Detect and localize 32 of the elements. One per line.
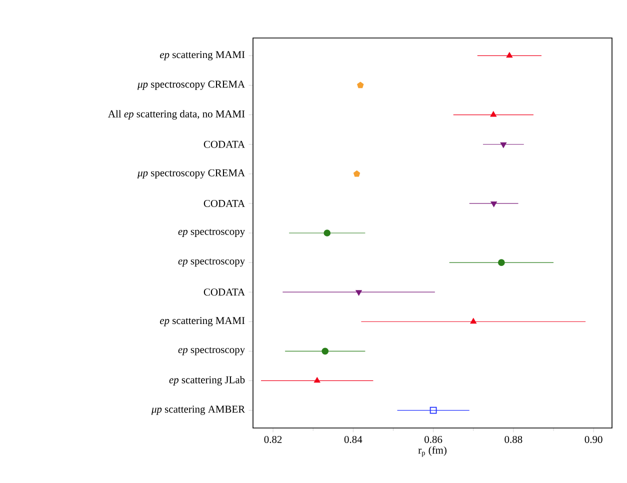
point [430, 406, 437, 414]
y-tick-label: μp spectroscopy CREMA [138, 80, 245, 90]
y-tick-label: ep spectroscopy [178, 347, 246, 356]
point [324, 230, 331, 236]
x-tick-label: 0.86 [424, 436, 442, 444]
x-tick-label: 0.88 [504, 436, 522, 444]
y-tick-label: ep spectroscopy [178, 258, 246, 267]
x-tick-label: 0.90 [584, 436, 602, 444]
point [470, 318, 476, 324]
point [356, 290, 362, 296]
x-tick-label: 0.82 [264, 436, 282, 444]
x-axis-title: r$_{p}$ (fm) [418, 446, 446, 457]
point [506, 52, 512, 58]
point [353, 170, 360, 177]
point [490, 202, 497, 207]
point [490, 111, 496, 117]
point [500, 142, 506, 148]
point [314, 377, 320, 383]
y-tick-label: CODATA [204, 288, 245, 296]
y-tick-label: CODATA [204, 140, 245, 148]
y-tick-label: μp spectroscopy CREMA [138, 169, 245, 178]
y-tick-label: μp scattering AMBER [151, 406, 246, 415]
y-tick-label: ep scattering MAMI [160, 51, 245, 60]
point [498, 259, 505, 266]
y-tick-label: ep scattering JLab [169, 376, 245, 386]
y-tick-label: CODATA [204, 200, 245, 207]
point [357, 82, 364, 88]
y-tick-label: All ep scattering data, no MAMI [108, 110, 245, 120]
point [322, 348, 329, 355]
y-tick-label: ep spectroscopy [178, 228, 246, 238]
x-tick-label: 0.84 [344, 436, 362, 444]
y-tick-label: ep scattering MAMI [160, 317, 245, 326]
